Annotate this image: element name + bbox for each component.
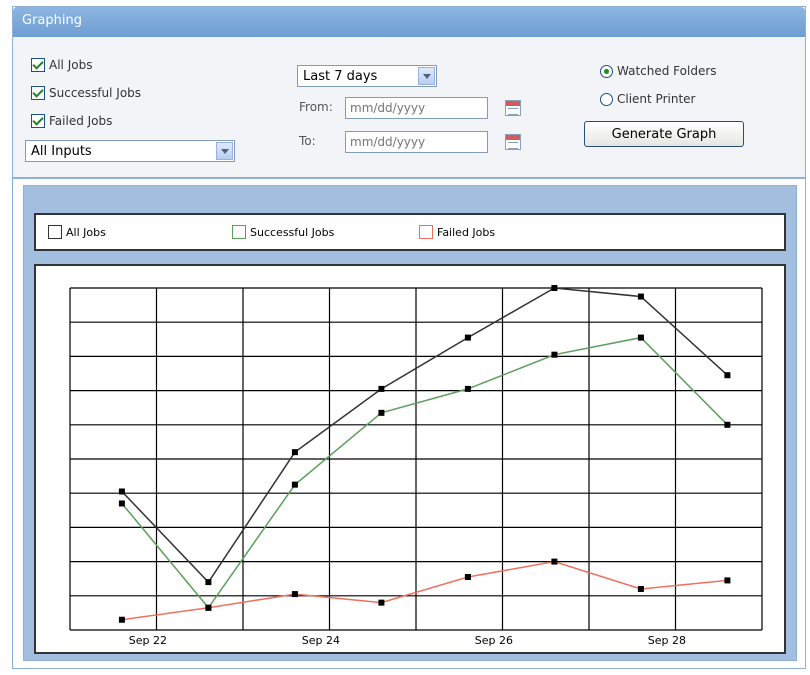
- data-point: [464, 334, 471, 341]
- data-point: [291, 591, 298, 598]
- line-chart: Sep 22 Sep 24 Sep 26 Sep 28: [69, 285, 763, 647]
- series-line: [121, 560, 728, 621]
- data-point: [118, 500, 125, 507]
- chevron-down-icon[interactable]: [418, 67, 435, 85]
- legend-swatch: [48, 225, 62, 239]
- x-tick-label: Sep 24: [302, 634, 340, 647]
- legend-swatch: [232, 225, 246, 239]
- range-select-value: Last 7 days: [303, 69, 378, 84]
- radio-label: Watched Folders: [617, 64, 717, 78]
- data-point: [551, 351, 558, 358]
- from-label: From:: [299, 100, 333, 114]
- to-date-input[interactable]: [345, 131, 488, 153]
- data-point: [551, 285, 558, 291]
- data-point: [637, 293, 644, 300]
- checkbox-successful-jobs[interactable]: Successful Jobs: [31, 84, 141, 102]
- data-point: [551, 558, 558, 565]
- checkbox-checked-icon[interactable]: [31, 58, 45, 72]
- series-line: [121, 336, 728, 610]
- data-point: [205, 604, 212, 611]
- x-tick-label: Sep 26: [475, 634, 513, 647]
- panel-title: Graphing: [22, 13, 82, 28]
- checkbox-label: All Jobs: [49, 58, 93, 72]
- data-point: [205, 579, 212, 586]
- generate-graph-button[interactable]: Generate Graph: [584, 121, 744, 147]
- checkbox-checked-icon[interactable]: [31, 86, 45, 100]
- data-point: [464, 573, 471, 580]
- radio-client-printer[interactable]: Client Printer: [600, 91, 695, 107]
- checkbox-label: Failed Jobs: [49, 114, 113, 128]
- radio-watched-folders[interactable]: Watched Folders: [600, 63, 717, 79]
- data-point: [378, 409, 385, 416]
- chevron-down-icon[interactable]: [216, 142, 233, 160]
- data-point: [724, 577, 731, 584]
- from-date-input[interactable]: [345, 97, 488, 119]
- data-point: [637, 334, 644, 341]
- radio-selected-icon[interactable]: [600, 64, 613, 78]
- input-select[interactable]: All Inputs: [25, 140, 235, 162]
- calendar-icon[interactable]: [505, 100, 521, 116]
- chart-legend: All Jobs Successful Jobs Failed Jobs: [34, 213, 786, 251]
- data-point: [724, 372, 731, 379]
- data-point: [378, 385, 385, 392]
- legend-swatch: [419, 225, 433, 239]
- checkbox-all-jobs[interactable]: All Jobs: [31, 56, 92, 74]
- data-point: [464, 385, 471, 392]
- radio-label: Client Printer: [617, 92, 696, 106]
- data-point: [291, 449, 298, 456]
- calendar-icon[interactable]: [505, 134, 521, 150]
- checkbox-checked-icon[interactable]: [31, 114, 45, 128]
- panel-title-bar: Graphing: [13, 7, 805, 37]
- data-point: [378, 599, 385, 606]
- legend-label: Successful Jobs: [250, 225, 335, 239]
- data-point: [724, 421, 731, 428]
- data-point: [118, 488, 125, 495]
- legend-label: Failed Jobs: [437, 225, 496, 239]
- legend-item-successful-jobs: Successful Jobs: [232, 224, 334, 240]
- data-point: [637, 585, 644, 592]
- data-point: [118, 616, 125, 623]
- input-select-value: All Inputs: [31, 144, 92, 159]
- plot-area: Sep 22 Sep 24 Sep 26 Sep 28: [34, 264, 786, 654]
- legend-item-all-jobs: All Jobs: [48, 224, 106, 240]
- legend-item-failed-jobs: Failed Jobs: [419, 224, 495, 240]
- x-tick-label: Sep 28: [648, 634, 686, 647]
- checkbox-failed-jobs[interactable]: Failed Jobs: [31, 112, 112, 130]
- x-tick-label: Sep 22: [129, 634, 167, 647]
- data-point: [291, 481, 298, 488]
- radio-unselected-icon[interactable]: [600, 92, 613, 106]
- range-select[interactable]: Last 7 days: [297, 65, 437, 87]
- to-label: To:: [299, 134, 316, 148]
- graph-controls: All Jobs Successful Jobs Failed Jobs All…: [13, 37, 805, 179]
- legend-label: All Jobs: [66, 225, 106, 239]
- series-line: [121, 287, 728, 584]
- checkbox-label: Successful Jobs: [49, 86, 142, 100]
